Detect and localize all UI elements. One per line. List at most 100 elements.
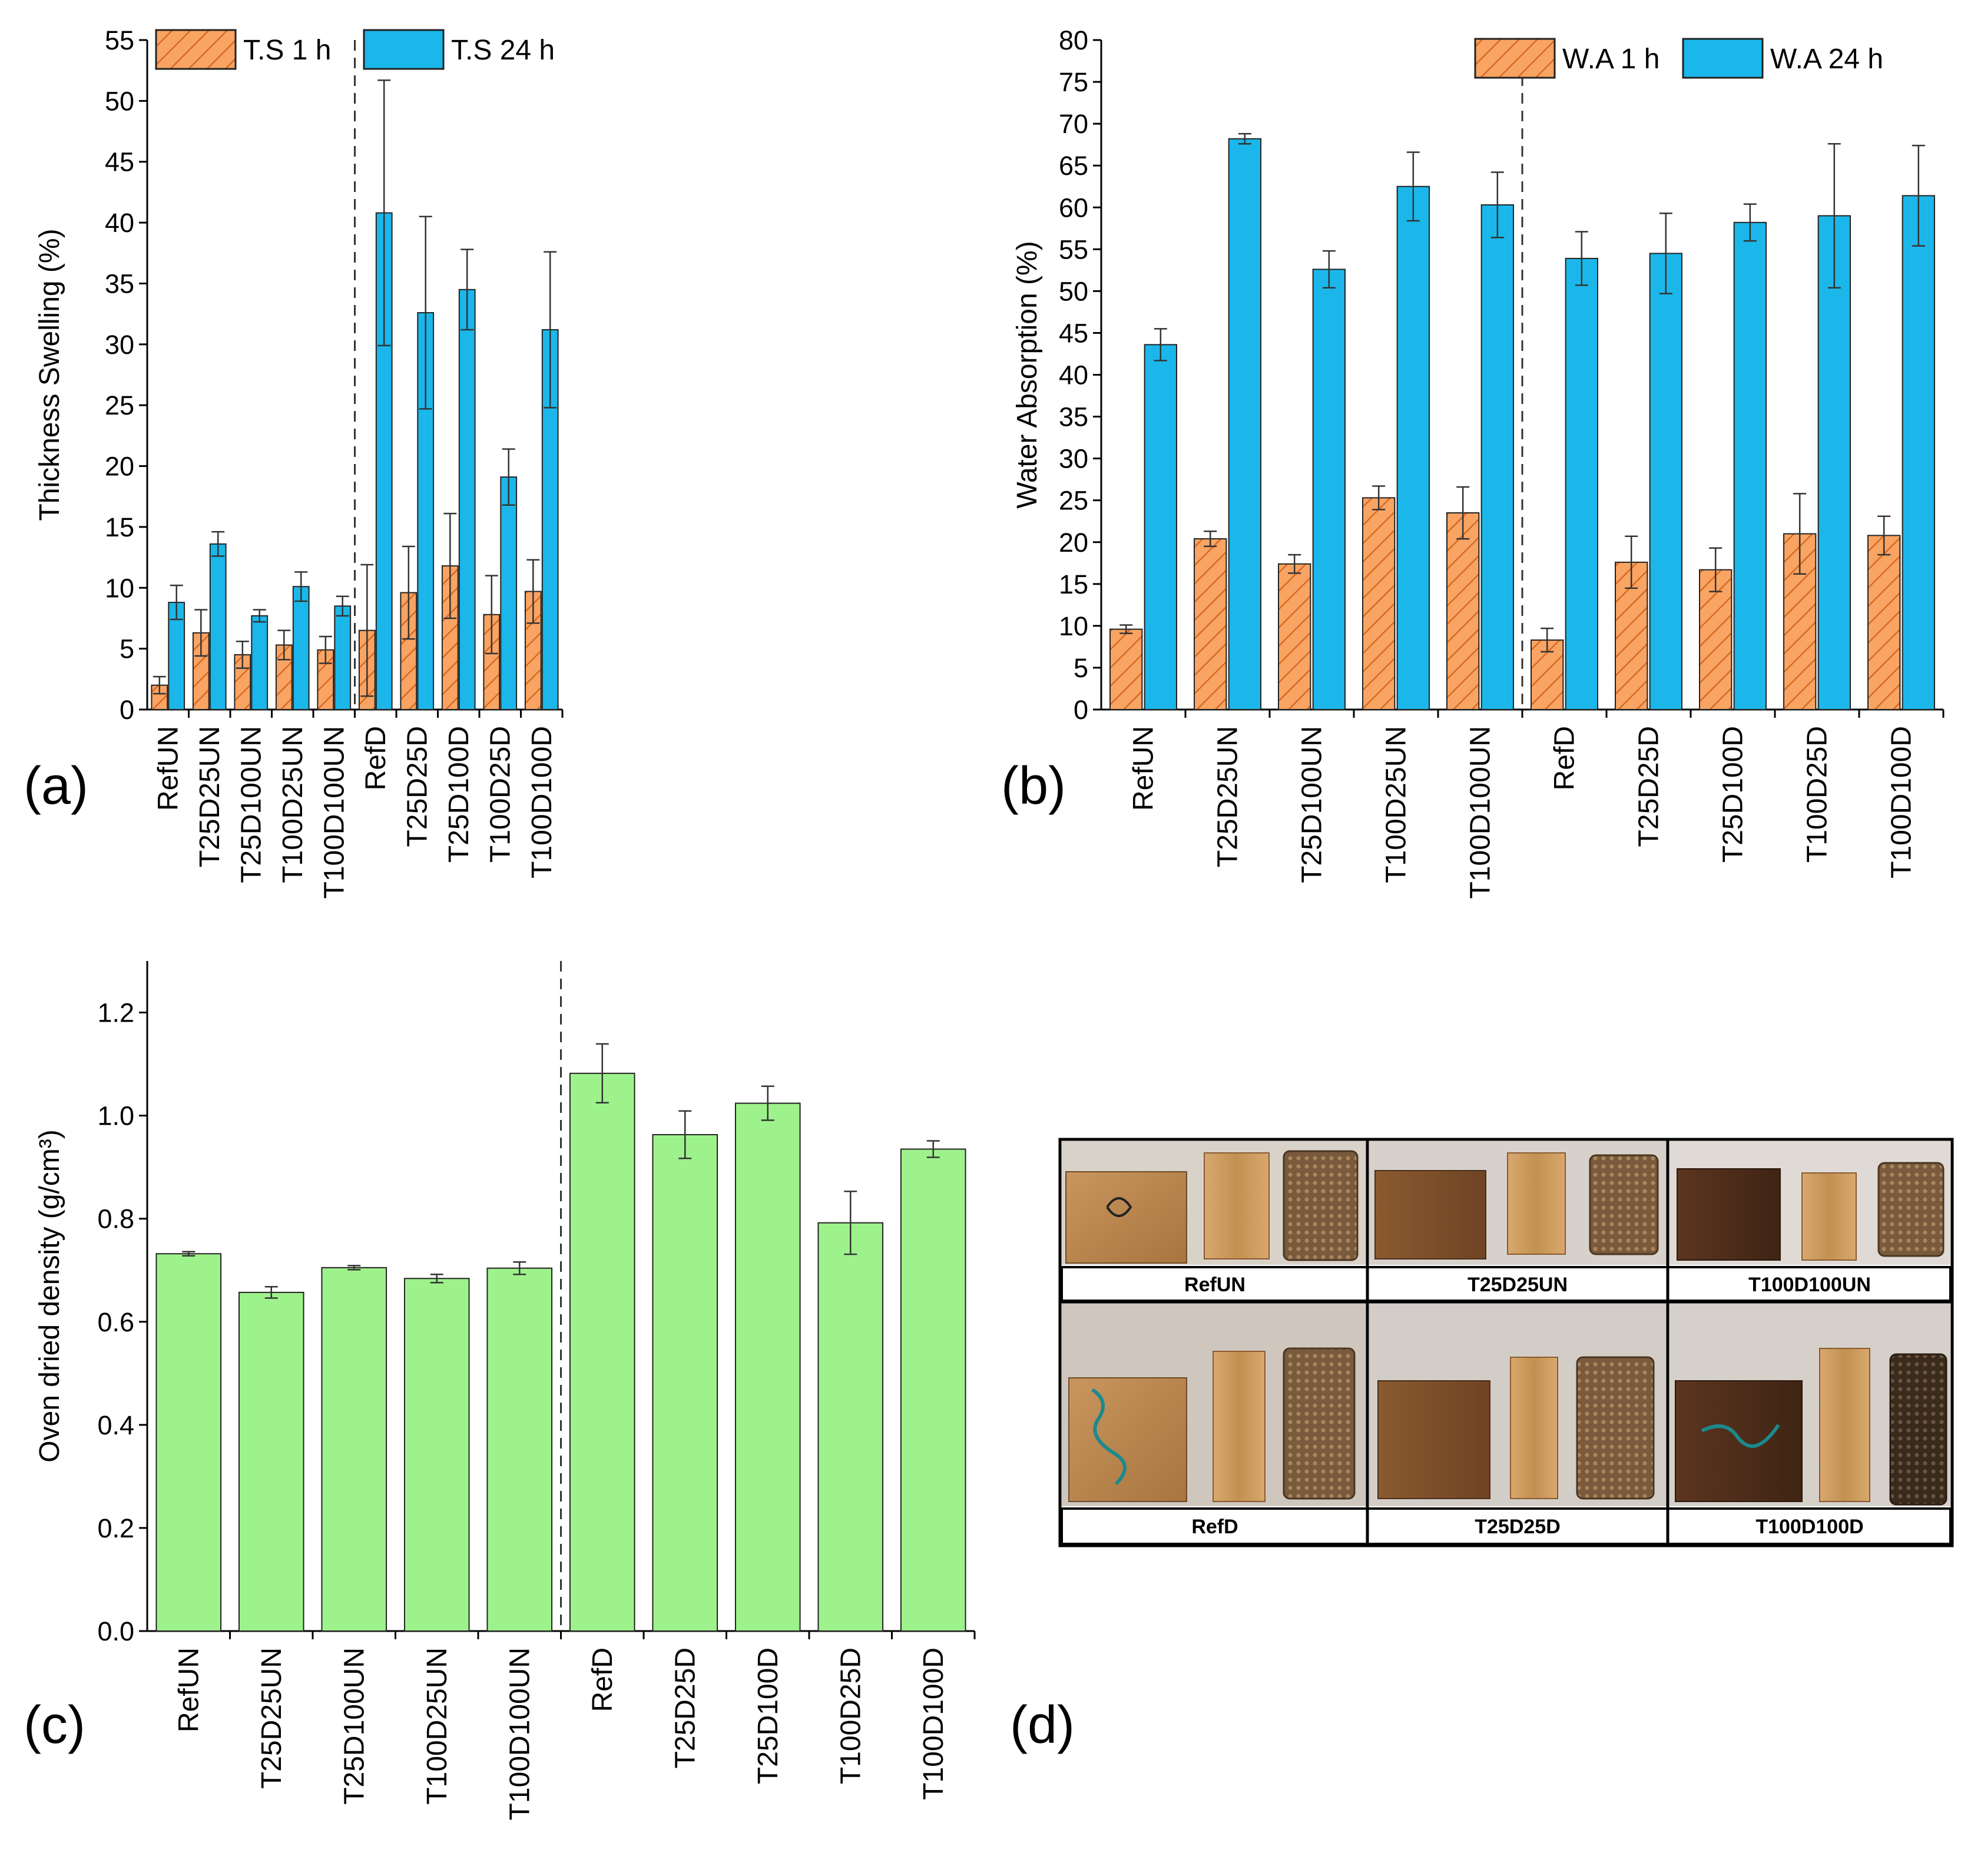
bar-oven-dried-density-t100d100un [486, 1267, 553, 1632]
bar-w-a-1-h-t100d25un [1362, 497, 1396, 711]
y-tick-label: 10 [1059, 611, 1088, 641]
category-label-t25d100d: T25D100D [753, 1648, 784, 1784]
bar-t-s-24-h-t100d25un [292, 586, 310, 710]
photo-t100d100un [1670, 1141, 1950, 1265]
y-tick-label: 1.2 [97, 998, 134, 1028]
bar-w-a-24-h-t25d25un [1228, 138, 1261, 710]
category-label-t25d25d: T25D25D [1634, 726, 1665, 847]
bar-w-a-1-h-t25d25un [1194, 538, 1227, 710]
photo-grid: RefUN T25D25UN T100D100UN RefD T25D25D [1058, 1138, 1954, 1547]
category-label-t100d25d: T100D25D [485, 726, 516, 863]
photo-refd [1062, 1303, 1366, 1506]
bar-w-a-1-h-refd [1531, 639, 1564, 711]
y-axis-title: Oven dried density (g/cm³) [34, 1129, 65, 1463]
chart-thickness-swelling: 0 5 10 15 20 25 30 35 40 45 50 55 Thickness Swelling… [34, 25, 564, 899]
y-tick-label: 55 [1059, 234, 1088, 264]
category-label-t100d100d: T100D100D [526, 726, 558, 879]
photo-label-t25d25d: T25D25D [1475, 1516, 1561, 1538]
y-tick-label: 20 [1059, 528, 1088, 558]
bar-t-s-24-h-t100d25d [500, 476, 518, 710]
legend-swatch [1682, 38, 1764, 79]
y-tick-label: 55 [105, 25, 134, 55]
photo-t25d25d [1369, 1303, 1667, 1506]
y-tick-label: 75 [1059, 67, 1088, 97]
category-label-t25d100un: T25D100UN [1297, 726, 1328, 883]
bar-w-a-1-h-t100d100un [1446, 512, 1480, 710]
y-tick-label: 50 [1059, 276, 1088, 306]
bar-t-s-24-h-t25d100un [251, 615, 269, 710]
bar-w-a-1-h-t100d25d [1783, 533, 1817, 710]
y-tick-label: 0.2 [97, 1513, 134, 1543]
photo-label-t25d25un: T25D25UN [1468, 1274, 1568, 1296]
y-tick-label: 40 [105, 208, 134, 238]
category-label-t100d25un: T100D25UN [422, 1648, 453, 1805]
bar-oven-dried-density-t100d25un [403, 1278, 470, 1632]
bar-oven-dried-density-t25d100un [321, 1267, 387, 1632]
bar-oven-dried-density-t100d100d [900, 1148, 966, 1632]
y-tick-label: 0 [120, 695, 134, 725]
legend-label: W.A 24 h [1770, 44, 1883, 75]
bar-oven-dried-density-t25d25un [238, 1291, 304, 1632]
category-label-t100d25un: T100D25UN [1381, 726, 1412, 883]
y-tick-label: 45 [105, 147, 134, 177]
bar-w-a-24-h-t25d25d [1649, 253, 1682, 710]
y-tick-label: 70 [1059, 109, 1088, 139]
bar-w-a-1-h-t25d100d [1699, 569, 1733, 710]
legend-label: T.S 24 h [451, 35, 555, 66]
y-tick-label: 5 [120, 634, 134, 664]
category-label-t100d25d: T100D25D [1802, 726, 1833, 863]
category-label-t100d100un: T100D100UN [319, 726, 350, 899]
bar-oven-dried-density-refd [569, 1072, 635, 1632]
y-tick-label: 50 [105, 86, 134, 116]
category-label-t25d100un: T25D100UN [339, 1648, 370, 1805]
bar-t-s-24-h-t25d25un [209, 543, 227, 710]
legend-label: T.S 1 h [243, 35, 331, 66]
bar-w-a-24-h-refd [1565, 257, 1598, 711]
y-axis-title: Thickness Swelling (%) [34, 228, 65, 521]
y-tick-label: 15 [1059, 569, 1088, 599]
y-tick-label: 0.0 [97, 1616, 134, 1646]
panel-label-d: (d) [1010, 1696, 1075, 1755]
category-label-refun: RefUN [153, 726, 184, 811]
y-tick-label: 25 [1059, 486, 1088, 516]
y-tick-label: 60 [1059, 193, 1088, 223]
y-tick-label: 0.4 [97, 1410, 134, 1440]
y-tick-label: 0.6 [97, 1307, 134, 1337]
y-tick-label: 45 [1059, 318, 1088, 348]
y-tick-label: 30 [1059, 444, 1088, 474]
y-tick-label: 65 [1059, 151, 1088, 181]
category-label-t100d25un: T100D25UN [277, 726, 309, 883]
bar-w-a-1-h-refun [1109, 628, 1143, 711]
y-tick-label: 5 [1074, 653, 1088, 683]
category-label-t100d100un: T100D100UN [1465, 726, 1496, 899]
category-label-t25d25un: T25D25UN [256, 1648, 287, 1789]
category-label-t100d25d: T100D25D [835, 1648, 866, 1784]
panel-label-b: (b) [1001, 757, 1066, 816]
y-tick-label: 0.8 [97, 1204, 134, 1234]
panel-label-c: (c) [24, 1696, 85, 1755]
bar-oven-dried-density-t25d100d [734, 1102, 801, 1632]
y-tick-label: 15 [105, 512, 134, 542]
photo-label-t100d100un: T100D100UN [1748, 1274, 1871, 1296]
bar-oven-dried-density-t25d25d [652, 1134, 718, 1632]
category-label-refd: RefD [1549, 726, 1581, 790]
photo-t25d25un [1369, 1141, 1667, 1265]
category-label-refd: RefD [587, 1648, 618, 1712]
chart-oven-dried-density: 0.0 0.2 0.4 0.6 0.8 1.0 1.2 Oven dried density … [34, 961, 976, 1820]
bar-w-a-24-h-t100d25d [1817, 215, 1851, 710]
legend-swatch [363, 29, 445, 70]
y-tick-label: 35 [105, 269, 134, 299]
legend-swatch [155, 29, 237, 70]
photo-refun [1062, 1141, 1366, 1265]
category-label-t25d25d: T25D25D [402, 726, 433, 847]
category-label-t100d100d: T100D100D [1886, 726, 1917, 879]
y-tick-label: 35 [1059, 402, 1088, 432]
bar-w-a-24-h-t100d25un [1396, 185, 1430, 710]
y-tick-label: 25 [105, 390, 134, 420]
category-label-refun: RefUN [173, 1648, 204, 1732]
y-tick-label: 0 [1074, 695, 1088, 725]
y-axis-title: Water Absorption (%) [1012, 241, 1043, 508]
photo-t100d100d [1670, 1303, 1950, 1506]
y-tick-label: 1.0 [97, 1101, 134, 1131]
